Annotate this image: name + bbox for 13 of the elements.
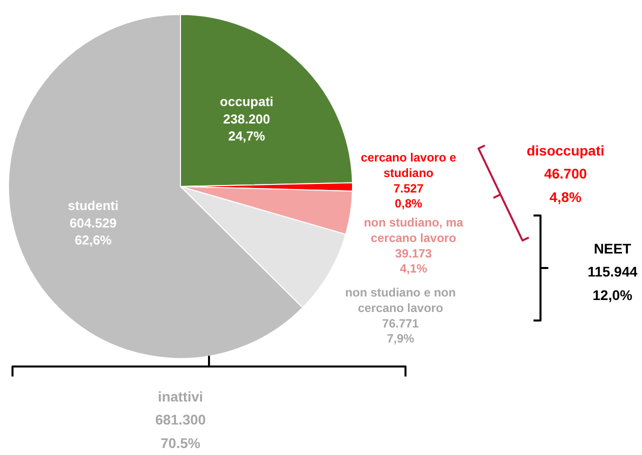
slice-label: non studiano, ma cercano lavoro xyxy=(364,216,464,245)
data-label: 39.173 4,1% xyxy=(395,246,432,276)
slice-label: occupati xyxy=(220,94,274,110)
text: disoccupati 46.700 4,8% xyxy=(526,142,604,205)
text: NEET 115.944 12,0% xyxy=(588,240,638,303)
slice-label: studenti xyxy=(68,198,118,214)
slice-label: cercano lavoro e studiano xyxy=(360,150,457,180)
text: inattivi 681.300 70.5% xyxy=(155,388,206,451)
data-label: 604.529 62,6% xyxy=(70,215,117,248)
slice-label: non studiano e non cercano lavoro xyxy=(345,286,456,315)
data-label: 76.771 7,9% xyxy=(382,316,420,346)
data-label: 238.200 24,7% xyxy=(223,111,270,144)
data-label: 7.527 0,8% xyxy=(393,181,424,211)
